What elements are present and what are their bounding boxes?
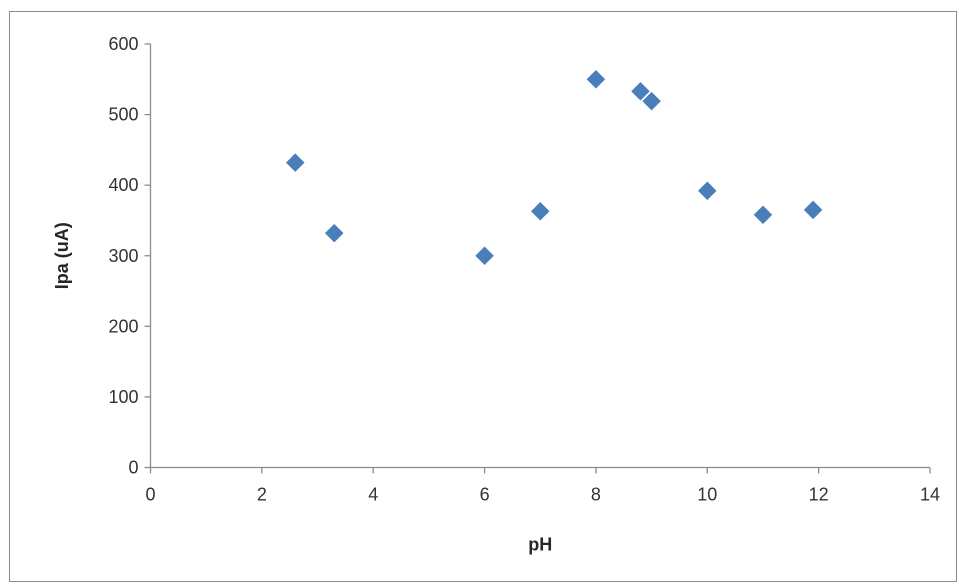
y-tick-label: 300 (108, 246, 138, 266)
x-tick-label: 14 (920, 485, 940, 505)
y-tick-label: 0 (128, 458, 138, 478)
y-axis-title: Ipa (uA) (52, 222, 72, 289)
scatter-chart: 0 100 200 300 400 500 600 0 2 4 6 8 10 12 14 pH Ipa (… (52, 34, 940, 555)
x-tick-label: 0 (145, 485, 155, 505)
x-tick-label: 10 (697, 485, 717, 505)
y-tick-label: 600 (108, 34, 138, 54)
data-point (753, 205, 773, 225)
x-axis-ticks: 0 2 4 6 8 10 12 14 (145, 467, 940, 505)
x-tick-label: 6 (480, 485, 490, 505)
x-tick-label: 4 (368, 485, 378, 505)
y-axis-ticks: 0 100 200 300 400 500 600 (108, 34, 151, 478)
plot-area: 0 100 200 300 400 500 600 0 2 4 6 8 10 12 14 pH Ipa (… (52, 34, 940, 555)
data-point (475, 246, 494, 266)
x-axis-title: pH (528, 535, 552, 555)
data-point (697, 181, 717, 201)
x-tick-label: 12 (809, 485, 829, 505)
x-tick-label: 2 (257, 485, 267, 505)
y-tick-label: 400 (108, 175, 138, 195)
data-point (586, 69, 606, 89)
data-point (803, 200, 823, 220)
data-point (530, 201, 550, 221)
y-tick-label: 200 (108, 316, 138, 336)
y-tick-label: 100 (108, 387, 138, 407)
data-point (324, 223, 344, 243)
x-tick-label: 8 (591, 485, 601, 505)
data-point (631, 81, 650, 101)
chart-area: 0 100 200 300 400 500 600 0 2 4 6 8 10 12 14 pH Ipa (… (9, 11, 957, 582)
data-point (642, 91, 661, 111)
y-tick-label: 500 (108, 105, 138, 125)
data-points (285, 69, 823, 266)
data-point (285, 153, 305, 172)
